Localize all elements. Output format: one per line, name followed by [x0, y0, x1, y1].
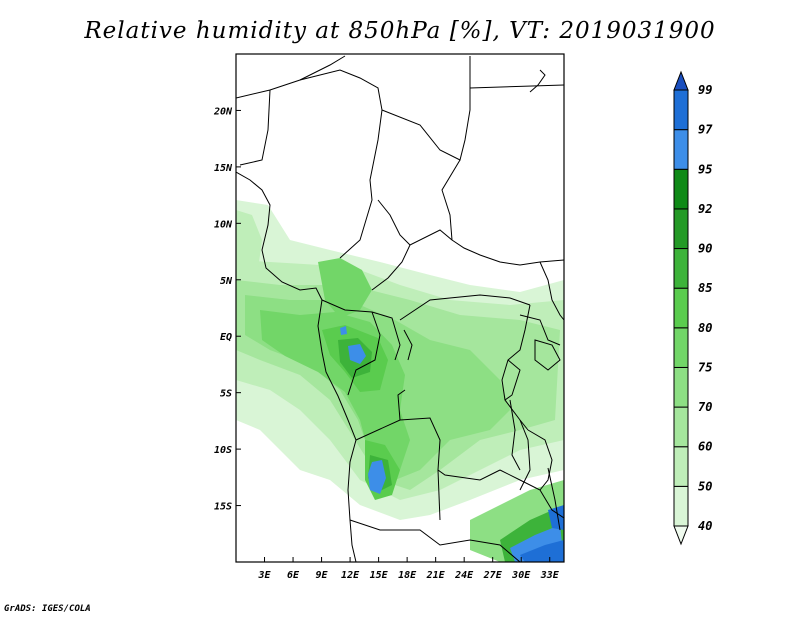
- colorbar-bin: [673, 168, 689, 210]
- colorbar-label: 75: [698, 360, 712, 374]
- colorbar-label: 50: [698, 479, 712, 493]
- colorbar-bin: [673, 70, 689, 91]
- lat-tick-label: EQ: [220, 332, 232, 343]
- lon-tick-label: 18E: [398, 570, 417, 581]
- lon-tick-label: 27E: [483, 570, 503, 581]
- colorbar-bin: [673, 485, 689, 527]
- longitude-axis: 3E 6E 9E 12E 15E 18E 21E 24E 27E 30E 33E: [257, 557, 560, 581]
- colorbar-bin: [673, 406, 689, 448]
- colorbar-bin: [673, 248, 689, 289]
- colorbar-bin: [673, 327, 689, 368]
- colorbar-label: 95: [698, 162, 712, 176]
- lon-tick-label: 30E: [511, 570, 531, 581]
- lat-tick-label: 5N: [220, 276, 233, 287]
- colorbar-label: 60: [698, 440, 712, 454]
- lon-tick-label: 21E: [426, 570, 446, 581]
- lat-tick-label: 10S: [214, 445, 232, 456]
- colorbar-label: 99: [698, 83, 712, 97]
- colorbar-bin: [673, 129, 689, 170]
- lon-tick-label: 6E: [287, 570, 300, 581]
- colorbar-label: 85: [698, 281, 712, 295]
- colorbar-label: 70: [698, 400, 712, 414]
- humidity-field: [236, 54, 564, 562]
- colorbar-bin: [673, 525, 689, 546]
- colorbar-label: 92: [698, 202, 712, 216]
- colorbar-label: 80: [698, 321, 712, 335]
- country-borders: [236, 55, 564, 562]
- lat-tick-label: 15S: [214, 502, 232, 513]
- lat-tick-label: 5S: [220, 389, 232, 400]
- lon-tick-label: 3E: [257, 570, 271, 581]
- colorbar-label: 97: [698, 123, 713, 137]
- colorbar: 40 50 60 70 75 80 85 90 92 95 97 99: [673, 70, 713, 546]
- lat-tick-label: 20N: [213, 106, 233, 117]
- colorbar-label: 90: [698, 242, 712, 256]
- lon-tick-label: 9E: [316, 570, 329, 581]
- lon-tick-label: 12E: [341, 570, 360, 581]
- colorbar-bin: [673, 446, 689, 487]
- map-frame: [235, 53, 565, 563]
- lon-tick-label: 33E: [540, 570, 560, 581]
- colorbar-bin: [673, 366, 689, 408]
- map-title: Relative humidity at 850hPa [%], VT: 201…: [84, 18, 716, 44]
- grads-credit: GrADS: IGES/COLA: [4, 604, 91, 614]
- colorbar-bin: [673, 287, 689, 329]
- lat-tick-label: 10N: [214, 219, 233, 230]
- lon-tick-label: 15E: [370, 570, 389, 581]
- lat-tick-label: 15N: [214, 163, 233, 174]
- latitude-axis: 20N 15N 10N 5N EQ 5S 10S 15S: [213, 106, 241, 513]
- colorbar-bin: [673, 208, 689, 250]
- lon-tick-label: 24E: [454, 570, 474, 581]
- colorbar-label: 40: [698, 519, 712, 533]
- colorbar-bin: [673, 89, 689, 131]
